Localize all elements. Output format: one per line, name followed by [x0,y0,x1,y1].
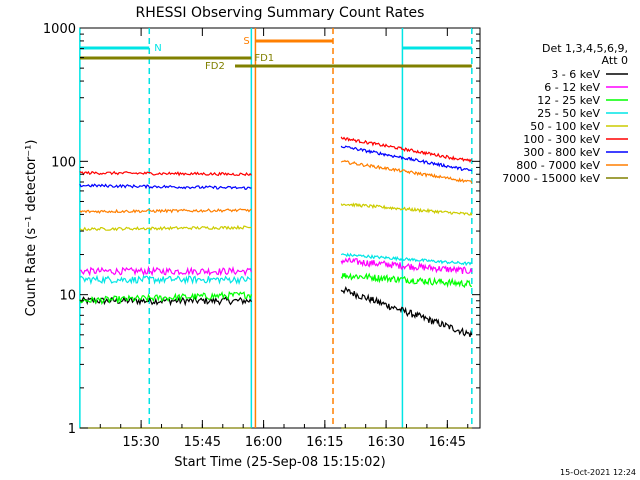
series-line-25-50-kev-1 [340,252,472,267]
x-axis-label: Start Time (25-Sep-08 15:15:02) [174,455,385,470]
flag-label-fd2: FD2 [205,61,225,72]
vertical-markers [79,28,473,428]
series-line-800-7000-kev-1 [340,159,473,184]
series-line-12-25-kev-0 [79,290,252,306]
legend-label-25-50-kev: 25 - 50 keV [537,107,600,120]
y-tick-label-100: 100 [51,155,76,170]
series-line-6-12-kev-0 [79,265,252,277]
y-axis-label: Count Rate (s⁻¹ detector⁻¹) [24,140,39,317]
flag-bars: N S FD1 FD2 [80,36,472,72]
plot-frame [79,27,481,429]
flag-label-s: S [243,36,249,47]
y-tick-label-10: 10 [59,289,76,304]
series-line-100-300-kev-1 [340,136,473,163]
x-tick-label-15-45: 15:45 [184,435,221,450]
series-line-100-300-kev-0 [79,170,252,177]
flag-label-fd1: FD1 [254,53,274,64]
series-line-800-7000-kev-0 [79,208,252,214]
series-line-50-100-kev-0 [79,224,252,232]
x-tick-label-16-45: 16:45 [429,435,466,450]
x-tick-label-16-15: 16:15 [306,435,343,450]
series-line-300-800-kev-1 [340,145,473,172]
legend-label-7000-15000-kev: 7000 - 15000 keV [502,172,600,185]
legend-label-50-100-kev: 50 - 100 keV [530,120,600,133]
series-line-3-6-kev-0 [79,295,252,307]
x-tick-label-16-30: 16:30 [367,435,404,450]
legend-header-line-1: Det 1,3,4,5,6,9, [542,42,628,55]
series-line-6-12-kev-1 [340,257,473,275]
x-tick-label-16-00: 16:00 [245,435,282,450]
series-line-12-25-kev-1 [340,272,473,289]
flag-label-n: N [154,43,161,54]
series-line-300-800-kev-0 [79,183,252,190]
legend-label-100-300-kev: 100 - 300 keV [523,133,600,146]
legend-label-3-6-kev: 3 - 6 keV [551,68,600,81]
legend-label-6-12-kev: 6 - 12 keV [544,81,600,94]
legend-header-line-2: Att 0 [602,54,628,67]
series-lines [79,136,473,429]
series-line-50-100-kev-1 [340,202,473,216]
y-tick-label-1: 1 [68,422,76,437]
legend-label-12-25-kev: 12 - 25 keV [537,94,600,107]
series-line-25-50-kev-0 [79,274,252,286]
legend-label-300-800-kev: 300 - 800 keV [523,146,600,159]
timestamp: 15-Oct-2021 12:24 [560,468,636,477]
legend-label-800-7000-kev: 800 - 7000 keV [516,159,600,172]
x-tick-label-15-30: 15:30 [122,435,159,450]
y-tick-label-1000: 1000 [43,22,76,37]
axes: 1 10 100 1000 15:30 15:45 16:00 16:15 16:30 16:45 [43,22,480,450]
series-line-3-6-kev-1 [340,286,473,338]
chart-title: RHESSI Observing Summary Count Rates [136,5,425,21]
